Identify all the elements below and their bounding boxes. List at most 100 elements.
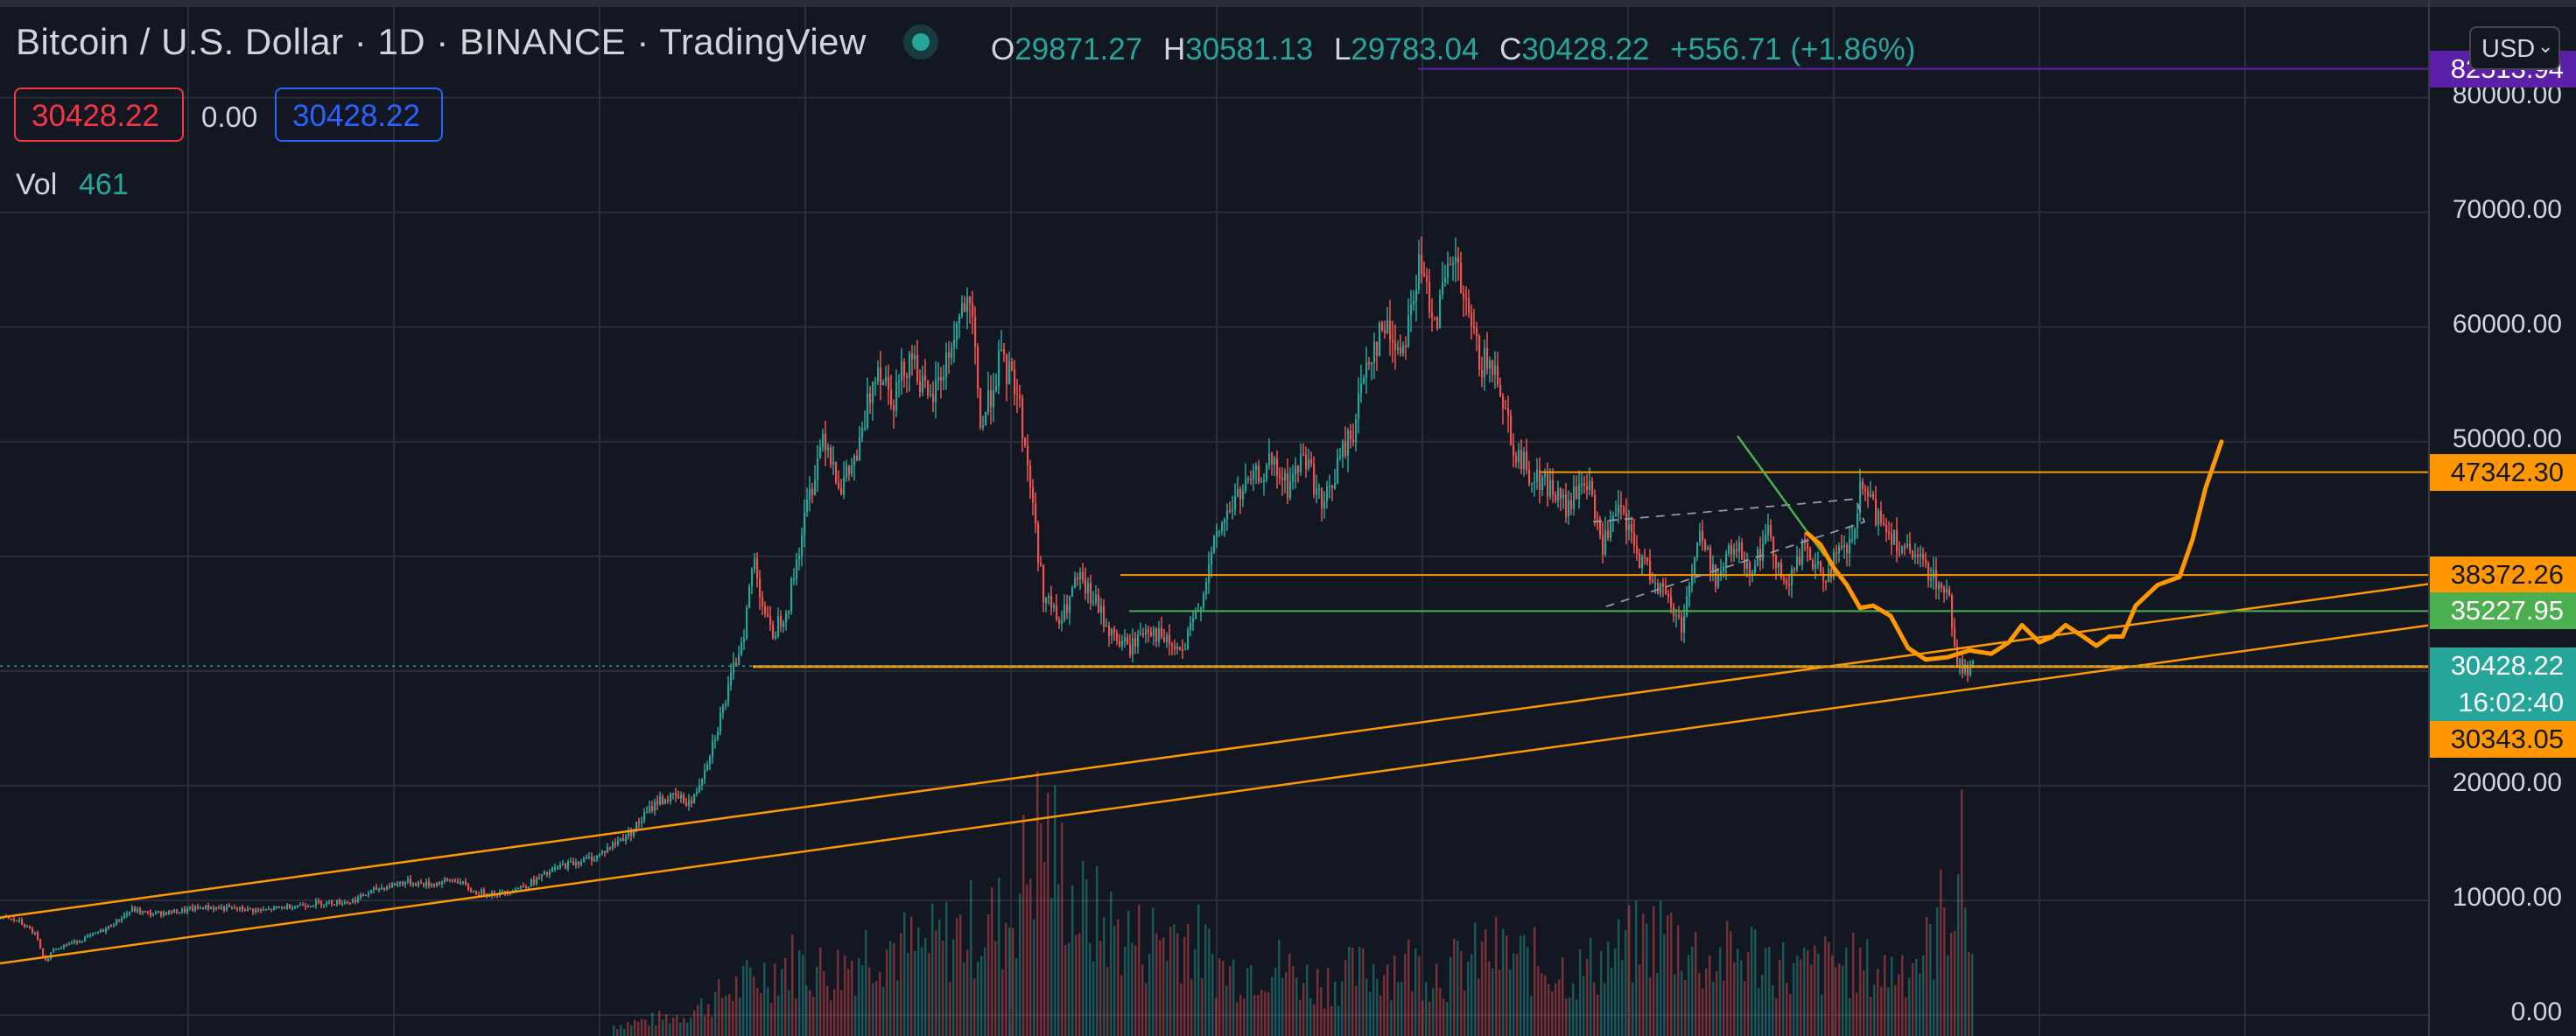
candle-body (1287, 473, 1289, 498)
candle-body (956, 323, 958, 340)
volume-bar (1842, 965, 1844, 1036)
candle-body (228, 906, 231, 907)
volume-bar (1884, 955, 1886, 1036)
candle-body (1392, 340, 1394, 344)
candle-body (1917, 555, 1920, 557)
volume-bar (665, 1014, 668, 1036)
candle-body (11, 918, 13, 920)
volume-bar (1029, 878, 1032, 1036)
candle-body (1948, 589, 1951, 596)
candle-body (604, 850, 607, 853)
candle-body (1820, 561, 1822, 572)
candle-body (811, 488, 814, 495)
candle-body (1678, 615, 1681, 618)
candle-body (200, 907, 202, 909)
volume-bar (1180, 984, 1183, 1036)
volume-bar (690, 1018, 692, 1036)
volume-bar (1593, 982, 1596, 1036)
volume-bar (1306, 964, 1309, 1036)
candle-body (1184, 648, 1187, 651)
candle-body (754, 557, 756, 570)
candle-body (825, 434, 827, 451)
volume-bar (1341, 981, 1344, 1036)
volume-bar (1684, 980, 1687, 1036)
candle-body (1972, 661, 1975, 664)
candle-body (1696, 542, 1699, 557)
buy-button[interactable]: 30428.22 (275, 88, 443, 142)
candle-body (194, 906, 197, 911)
price-tag-value: 30428.22 (2450, 650, 2564, 682)
candle-body (1316, 488, 1318, 495)
volume-bar (1751, 927, 1753, 1036)
candle-body (546, 872, 549, 875)
sell-button[interactable]: 30428.22 (14, 88, 184, 142)
volume-bar (641, 1018, 643, 1036)
candle-body (1499, 384, 1502, 396)
candle-body (97, 932, 100, 934)
candle-body (1045, 598, 1048, 604)
volume-bar (686, 1022, 689, 1036)
volume-bar (1096, 866, 1098, 1036)
candle-body (1313, 463, 1316, 495)
candle-body (1042, 564, 1045, 604)
volume-bar (896, 980, 899, 1036)
price-axis[interactable] (2430, 7, 2576, 1036)
candle-body (1857, 513, 1859, 529)
candle-body (846, 465, 848, 478)
candle-body (460, 882, 462, 884)
candle-body (656, 801, 659, 805)
volume-bar (1639, 964, 1641, 1036)
candle-body (223, 906, 226, 911)
volume-bar (1544, 975, 1547, 1036)
candle-body (276, 906, 278, 908)
candle-body (1906, 543, 1909, 547)
volume-bar (1390, 1000, 1393, 1036)
candle-body (869, 393, 872, 403)
candle-body (1870, 494, 1872, 497)
volume-bar (1187, 924, 1190, 1036)
volume-bar (784, 957, 787, 1036)
price-chart[interactable] (0, 0, 2430, 1036)
volume-bar (1964, 907, 1967, 1036)
volume-bar (1898, 974, 1900, 1036)
candle-body (441, 881, 444, 885)
candle-body (691, 800, 693, 804)
currency-selector[interactable]: USD (2469, 26, 2560, 70)
volume-bar (1456, 941, 1459, 1036)
candle-body (1137, 634, 1140, 647)
volume-bar (655, 1026, 657, 1036)
volume-bar (1344, 960, 1347, 1036)
symbol-title[interactable]: Bitcoin / U.S. Dollar · 1D · BINANCE · T… (16, 21, 867, 62)
volume-bar (1716, 970, 1718, 1036)
candle-body (1407, 315, 1410, 347)
volume-bar (1814, 945, 1816, 1036)
candle-body (1376, 341, 1379, 356)
volume-label[interactable]: Vol (16, 168, 58, 201)
volume-bar (1607, 941, 1610, 1036)
volume-bar (1971, 954, 1974, 1036)
candle-body (1547, 474, 1549, 497)
volume-bar (1064, 944, 1067, 1036)
candle-body (1941, 583, 1943, 588)
volume-bar (1295, 977, 1298, 1036)
candle-body (783, 622, 785, 627)
volume-bar (704, 1015, 706, 1036)
candle-body (762, 597, 764, 606)
candle-body (291, 908, 294, 910)
candle-body (877, 368, 880, 382)
candle-body (882, 382, 885, 386)
volume-bar (1940, 869, 1942, 1036)
candle-body (394, 883, 397, 886)
candle-body (8, 916, 11, 919)
candle-body (1604, 529, 1607, 555)
candle-body (832, 461, 835, 466)
candle-body (1901, 546, 1904, 553)
volume-bar (1369, 991, 1372, 1036)
candle-body (1904, 546, 1906, 548)
candle-body (242, 906, 244, 911)
candle-body (1019, 395, 1021, 398)
candle-body (822, 434, 825, 447)
candle-body (906, 375, 909, 378)
candle-body (1633, 532, 1636, 547)
volume-bar (1071, 885, 1074, 1036)
